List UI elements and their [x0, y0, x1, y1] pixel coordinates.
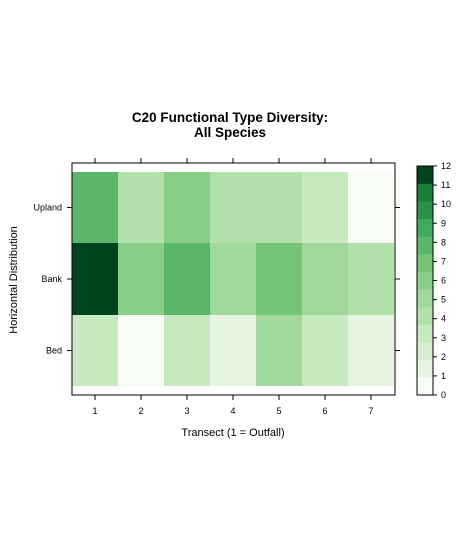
heatmap-cell-bed-2 — [118, 315, 164, 386]
y-axis-label: Horizontal Distribution — [8, 226, 20, 334]
heatmap-cell-bed-1 — [72, 315, 118, 386]
colorbar-tick-label-6: 6 — [441, 276, 446, 286]
x-tick-label-5: 5 — [276, 406, 281, 416]
colorbar-segment-1 — [417, 359, 433, 378]
colorbar-segment-10 — [417, 201, 433, 220]
heatmap-cell-bed-4 — [210, 315, 256, 386]
y-axis-ticks: Bed Bank Upland — [33, 203, 400, 356]
x-tick-label-2: 2 — [138, 406, 143, 416]
y-tick-label-upland: Upland — [33, 203, 62, 213]
x-axis-label: Transect (1 = Outfall) — [181, 427, 284, 439]
colorbar-segment-4 — [417, 306, 433, 325]
x-tick-label-1: 1 — [92, 406, 97, 416]
heatmap-cell-bank-7 — [348, 243, 394, 315]
colorbar-tick-label-0: 0 — [441, 390, 446, 400]
colorbar-tick-label-10: 10 — [441, 199, 451, 209]
colorbar-segment-5 — [417, 289, 433, 308]
heatmap-cell-bed-3 — [164, 315, 210, 386]
heatmap-cell-bank-2 — [118, 243, 164, 315]
heatmap-cell-bank-3 — [164, 243, 210, 315]
y-tick-label-bed: Bed — [46, 346, 62, 356]
colorbar-segment-6 — [417, 271, 433, 290]
heatmap-cell-upland-2 — [118, 172, 164, 243]
heatmap-cell-bank-4 — [210, 243, 256, 315]
colorbar-tick-label-7: 7 — [441, 256, 446, 266]
heatmap-cell-bed-7 — [348, 315, 394, 386]
heatmap-cell-bank-1 — [72, 243, 118, 315]
heatmap-cell-upland-7 — [348, 172, 394, 243]
x-tick-label-3: 3 — [184, 406, 189, 416]
heatmap-cell-bank-5 — [256, 243, 302, 315]
colorbar-segment-9 — [417, 218, 433, 237]
colorbar-tick-label-8: 8 — [441, 237, 446, 247]
colorbar-tick-label-9: 9 — [441, 218, 446, 228]
x-tick-label-4: 4 — [230, 406, 235, 416]
chart-title-line-2: All Species — [194, 125, 266, 140]
colorbar-tick-label-3: 3 — [441, 333, 446, 343]
heatmap-cell-bed-5 — [256, 315, 302, 386]
colorbar-tick-label-12: 12 — [441, 161, 451, 171]
chart-title-line-1: C20 Functional Type Diversity: — [132, 110, 328, 125]
x-tick-label-7: 7 — [368, 406, 373, 416]
colorbar-tick-label-11: 11 — [441, 180, 450, 190]
colorbar-tick-label-5: 5 — [441, 295, 446, 305]
heatmap-cell-upland-4 — [210, 172, 256, 243]
heatmap-cell-bed-6 — [302, 315, 348, 386]
heatmap-cells — [72, 172, 394, 386]
heatmap-cell-upland-3 — [164, 172, 210, 243]
heatmap-cell-bank-6 — [302, 243, 348, 315]
heatmap-cell-upland-5 — [256, 172, 302, 243]
colorbar-segment-2 — [417, 342, 433, 361]
heatmap-cell-upland-1 — [72, 172, 118, 243]
colorbar-segment-7 — [417, 254, 433, 272]
colorbar-segment-0 — [417, 377, 433, 396]
colorbar-tick-label-2: 2 — [441, 352, 446, 362]
heatmap-cell-upland-6 — [302, 172, 348, 243]
colorbar-tick-label-4: 4 — [441, 314, 446, 324]
colorbar-segment-11 — [417, 183, 433, 202]
x-tick-label-6: 6 — [322, 406, 327, 416]
colorbar-tick-label-1: 1 — [441, 371, 446, 381]
y-tick-label-bank: Bank — [41, 274, 62, 284]
colorbar-segment-3 — [417, 324, 433, 343]
colorbar-segment-12 — [417, 166, 433, 184]
x-axis-ticks: 1 2 3 4 5 6 7 — [92, 158, 374, 416]
colorbar-segment-8 — [417, 236, 433, 255]
